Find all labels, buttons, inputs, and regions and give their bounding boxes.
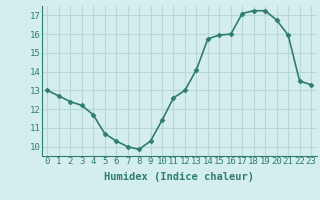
X-axis label: Humidex (Indice chaleur): Humidex (Indice chaleur) [104, 172, 254, 182]
